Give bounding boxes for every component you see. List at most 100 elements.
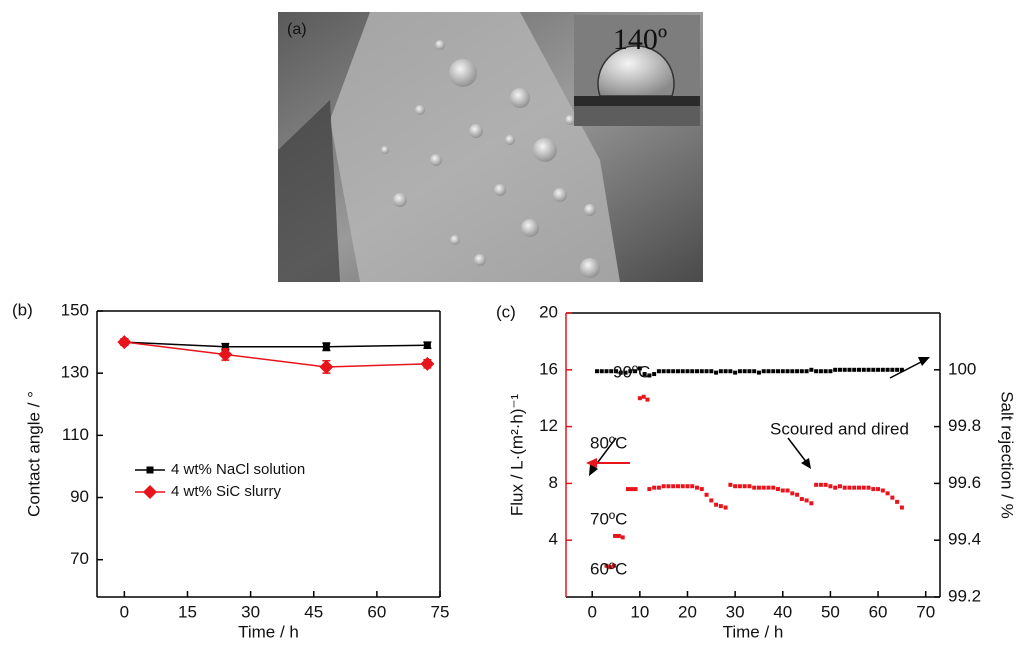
annotation: 60ºC xyxy=(590,559,627,578)
marker xyxy=(885,367,890,372)
marker xyxy=(221,343,229,351)
marker xyxy=(847,367,852,372)
marker xyxy=(837,367,842,372)
marker xyxy=(771,485,776,490)
y2-tick-label: 99.2 xyxy=(948,586,981,605)
marker xyxy=(594,369,599,374)
marker xyxy=(823,482,828,487)
annotation: 90ºC xyxy=(613,362,650,381)
marker xyxy=(833,367,838,372)
x-tick-label: 50 xyxy=(821,602,840,621)
inset-label: 140º xyxy=(613,23,667,56)
x-tick-label: 70 xyxy=(916,602,935,621)
marker xyxy=(785,488,790,493)
marker xyxy=(652,485,657,490)
marker xyxy=(890,367,895,372)
marker xyxy=(795,492,800,497)
marker xyxy=(675,369,680,374)
marker xyxy=(880,367,885,372)
marker xyxy=(723,369,728,374)
marker xyxy=(761,485,766,490)
y-tick-label: 110 xyxy=(62,425,89,444)
marker xyxy=(899,505,904,510)
x-tick-label: 60 xyxy=(869,602,888,621)
marker xyxy=(780,369,785,374)
marker xyxy=(143,485,157,499)
marker xyxy=(799,369,804,374)
marker xyxy=(704,369,709,374)
marker xyxy=(776,369,781,374)
marker xyxy=(647,487,652,492)
x-tick-label: 10 xyxy=(630,602,649,621)
marker xyxy=(620,535,625,540)
marker xyxy=(752,369,757,374)
marker xyxy=(685,369,690,374)
marker xyxy=(828,369,833,374)
marker xyxy=(642,372,647,377)
annotation: 70ºC xyxy=(590,509,627,528)
y-tick-label: 8 xyxy=(549,473,558,492)
marker xyxy=(747,369,752,374)
annotation: 80ºC xyxy=(590,433,627,452)
marker xyxy=(895,367,900,372)
marker xyxy=(828,484,833,489)
y-tick-label: 70 xyxy=(70,549,89,568)
marker xyxy=(814,482,819,487)
y-axis-label: Flux / L·(m²·h)⁻¹ xyxy=(507,394,526,517)
x-tick-label: 30 xyxy=(726,602,745,621)
marker xyxy=(685,484,690,489)
marker xyxy=(866,485,871,490)
marker xyxy=(823,369,828,374)
x-tick-label: 75 xyxy=(431,602,450,621)
marker xyxy=(809,367,814,372)
marker xyxy=(714,370,719,375)
series-line xyxy=(124,341,428,348)
annotation: Scoured and dired xyxy=(770,419,909,438)
marker xyxy=(833,485,838,490)
marker xyxy=(675,484,680,489)
marker xyxy=(613,533,618,538)
y-axis-label: Contact angle / ° xyxy=(24,391,43,517)
marker xyxy=(756,370,761,375)
y2-tick-label: 99.4 xyxy=(948,530,981,549)
marker xyxy=(861,367,866,372)
marker xyxy=(852,485,857,490)
marker xyxy=(857,367,862,372)
marker xyxy=(699,487,704,492)
marker xyxy=(718,504,723,509)
marker xyxy=(842,485,847,490)
marker xyxy=(780,488,785,493)
marker xyxy=(728,482,733,487)
y2-tick-label: 100 xyxy=(948,359,976,378)
marker xyxy=(742,484,747,489)
marker xyxy=(608,565,613,570)
marker xyxy=(747,484,752,489)
marker xyxy=(709,498,714,503)
marker xyxy=(322,343,330,351)
marker xyxy=(420,356,435,371)
x-tick-label: 0 xyxy=(587,602,596,621)
sem-image: (a) 140º xyxy=(278,12,703,282)
marker xyxy=(885,491,890,496)
x-tick-label: 60 xyxy=(367,602,386,621)
marker xyxy=(733,484,738,489)
marker xyxy=(623,370,628,375)
marker xyxy=(771,369,776,374)
marker xyxy=(733,370,738,375)
legend-label: 4 wt% SiC slurry xyxy=(171,483,282,500)
x-tick-label: 45 xyxy=(304,602,323,621)
x-tick-label: 20 xyxy=(678,602,697,621)
marker xyxy=(599,369,604,374)
x-tick-label: 0 xyxy=(120,602,129,621)
marker xyxy=(847,485,852,490)
x-tick-label: 15 xyxy=(178,602,197,621)
marker xyxy=(319,359,334,374)
marker xyxy=(876,487,881,492)
marker xyxy=(146,466,154,474)
y-tick-label: 150 xyxy=(61,300,89,319)
marker xyxy=(756,485,761,490)
marker xyxy=(604,369,609,374)
marker xyxy=(661,369,666,374)
marker xyxy=(647,373,652,378)
